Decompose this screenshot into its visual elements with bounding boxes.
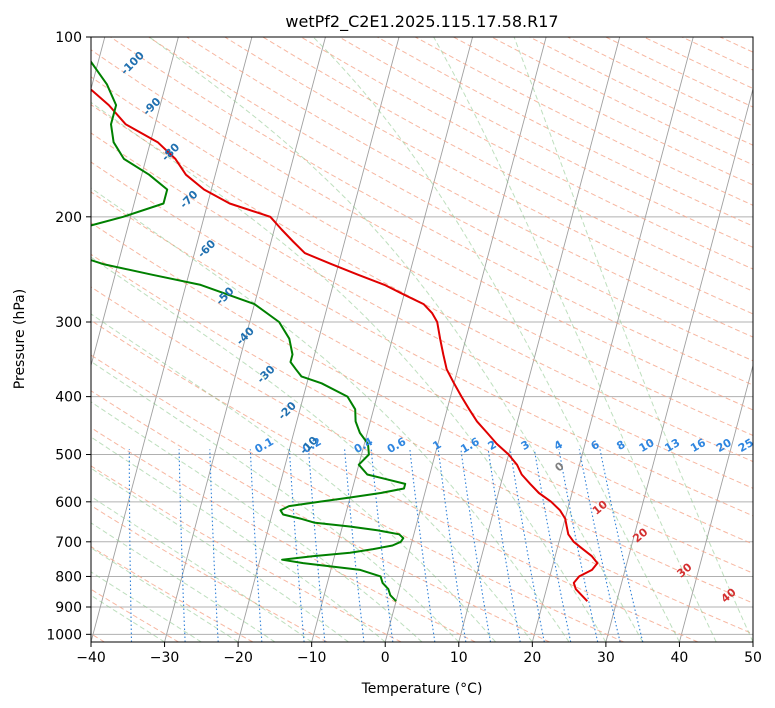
mixing-ratio-lines [128,449,644,642]
dry-adiabat [91,191,753,545]
mixing-ratio-line [487,449,521,642]
y-tick-label: 400 [55,390,82,406]
x-tick-label: 10 [450,650,468,666]
mixing-ratio-line [578,449,621,642]
dry-adiabat [186,37,753,338]
temperature-profile-line [91,88,599,602]
mixing-ratio-line [599,449,644,642]
isotherm [237,37,400,642]
profile-series [91,59,599,602]
dry-adiabat [91,465,402,642]
x-tick-label: 40 [671,650,689,666]
y-tick-label: 900 [55,600,82,616]
x-tick-label: 0 [381,650,390,666]
mixing-ratio-line [209,449,219,642]
x-tick-label: 20 [523,650,541,666]
moist-adiabat [91,101,607,642]
x-tick-label: −10 [297,650,327,666]
dry-adiabat [91,354,624,642]
y-tick-label: 1000 [46,627,82,643]
isotherm [164,37,326,642]
mixing-ratio-line [128,449,133,642]
dry-adiabat [91,390,550,642]
y-tick-label: 300 [55,315,82,331]
x-axis-ticks: −40 −30 −20 −10 0 10 20 30 40 50 [76,642,762,666]
x-tick-label: −20 [223,650,253,666]
mixing-ratio-line [249,449,263,642]
dry-adiabat [91,104,753,463]
moist-adiabat [91,256,533,642]
isotherm [679,363,753,642]
dry-adiabat [91,588,179,642]
x-tick-label: 50 [744,650,762,666]
dry-adiabat [91,76,753,436]
plot-frame [90,36,754,643]
moist-adiabats [91,37,753,642]
y-tick-label: 500 [55,448,82,464]
isotherm [605,87,753,642]
mixing-ratio-label: 25 [736,436,756,455]
y-tick-label: 800 [55,569,82,585]
dry-adiabat [91,286,753,635]
moist-adiabat [91,401,423,642]
y-tick-label: 600 [55,495,82,511]
isotherm [311,37,474,642]
y-tick-label: 200 [55,210,82,226]
dry-adiabat [91,427,476,642]
isotherm [458,37,621,642]
dry-adiabats [91,37,753,642]
x-axis-title: Temperature (°C) [361,681,483,697]
mixing-ratio-line [288,449,305,642]
isobar-gridlines [91,37,753,635]
moist-adiabat [91,496,312,642]
mixing-ratio-line [509,449,545,642]
moist-adiabat [513,37,753,642]
moist-adiabat [91,187,570,642]
moist-adiabat [433,37,717,642]
mixing-ratio-line [460,449,492,642]
moist-adiabat [149,37,644,642]
dewpoint-profile-line [91,59,407,602]
moist-adiabat [312,37,680,642]
x-tick-label: −30 [150,650,180,666]
dry-adiabat [262,37,753,292]
isotherm [531,37,694,642]
mixing-ratio-line [178,449,186,642]
y-tick-label: 100 [55,30,82,46]
isotherm [384,37,547,642]
y-tick-label: 700 [55,535,82,551]
dry-adiabat [91,253,753,604]
dry-adiabat [91,132,753,489]
dry-adiabat [91,319,699,642]
dry-adiabat [224,37,753,315]
mixing-ratio-line [533,449,572,642]
x-tick-label: 30 [597,650,615,666]
dry-adiabat [148,37,753,362]
moist-adiabat [91,313,496,642]
chart-title: wetPf2_C2E1.2025.115.17.58.R17 [285,12,558,32]
moist-adiabat [91,436,386,642]
mixing-ratio-line [558,449,599,642]
moist-adiabat [91,360,460,642]
x-tick-label: −40 [76,650,106,666]
y-axis-ticks: 100 200 300 400 500 600 700 800 900 1000 [46,30,91,643]
mixing-ratio-line [437,449,467,642]
y-axis-title: Pressure (hPa) [12,289,28,389]
